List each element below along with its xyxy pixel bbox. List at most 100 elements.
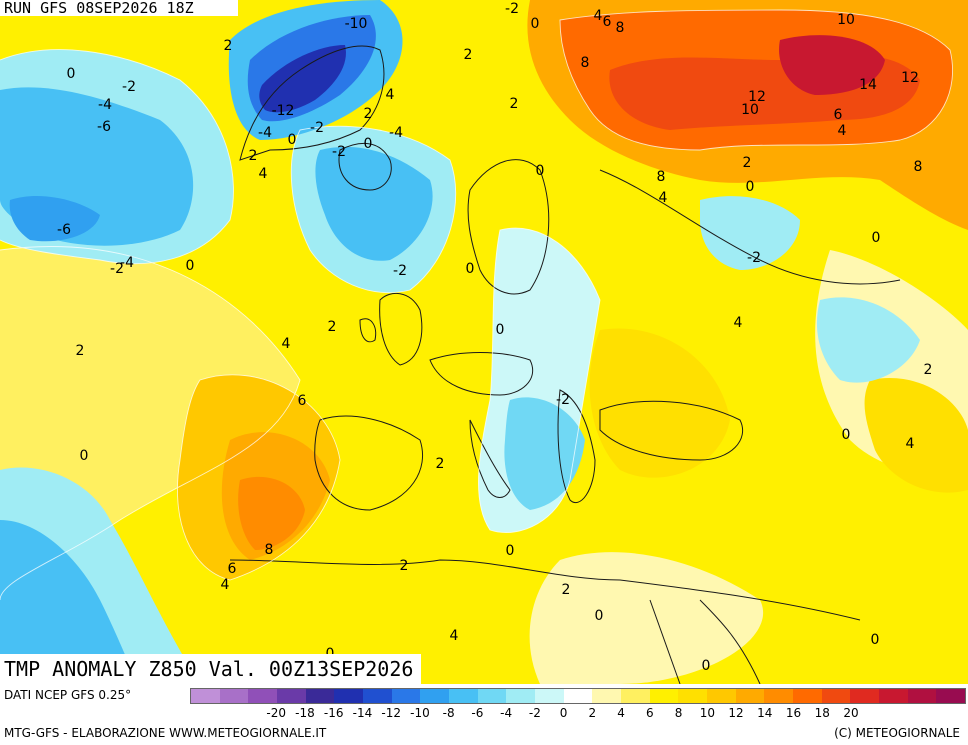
color-swatch <box>592 689 622 703</box>
scale-tick-label: 14 <box>757 706 773 720</box>
contour-label: 0 <box>702 658 711 674</box>
contour-label: 0 <box>466 261 475 277</box>
color-swatch <box>621 689 650 703</box>
color-swatch <box>563 689 593 703</box>
contour-label: 2 <box>76 343 85 359</box>
contour-label: 0 <box>872 230 881 246</box>
contour-label: 2 <box>364 106 373 122</box>
contour-label: 4 <box>838 123 847 139</box>
contour-label: 2 <box>924 362 933 378</box>
credit-label: MTG-GFS - ELABORAZIONE WWW.METEOGIORNALE… <box>4 726 327 740</box>
scale-tick-label: 6 <box>646 706 654 720</box>
contour-label: 10 <box>741 102 759 118</box>
copyright-label: (C) METEOGIORNALE <box>834 726 960 740</box>
contour-label: 2 <box>224 38 233 54</box>
contour-label: 4 <box>282 336 291 352</box>
contour-label: -2 <box>122 79 136 95</box>
color-swatch <box>649 689 679 703</box>
scale-tick-label: 2 <box>588 706 597 720</box>
contour-label: 8 <box>616 20 625 36</box>
color-scale-legend: DATI NCEP GFS 0.25° -20 -18 -16 -14 -12 -10 -8… <box>0 684 968 745</box>
anomaly-area-warm <box>589 328 730 478</box>
contour-label: 2 <box>328 319 337 335</box>
contour-label: 4 <box>386 87 395 103</box>
contour-label: -10 <box>345 16 368 32</box>
anomaly-area-cool <box>700 196 800 270</box>
color-scale-bar <box>190 688 966 704</box>
color-swatch <box>191 689 220 703</box>
scale-tick-label: 20 <box>843 706 859 720</box>
run-label: RUN GFS 08SEP2026 18Z <box>0 0 238 16</box>
color-swatch <box>850 689 880 703</box>
anomaly-area-warm <box>238 476 305 550</box>
scale-tick-label: 12 <box>728 706 744 720</box>
contour-label: 2 <box>562 582 571 598</box>
coastlines <box>229 45 901 684</box>
contour-label: 0 <box>496 322 505 338</box>
contour-label: 4 <box>906 436 915 452</box>
contour-label: 2 <box>464 47 473 63</box>
contour-label: -4 <box>98 97 112 113</box>
color-swatch <box>535 689 564 703</box>
contour-label: -2 <box>747 250 761 266</box>
color-swatch <box>391 689 421 703</box>
anomaly-area-cold <box>9 195 100 242</box>
scale-tick-label: -8 <box>442 706 455 720</box>
scale-tick-label: 8 <box>674 706 683 720</box>
scale-tick-label: 16 <box>785 706 802 720</box>
contour-label: 4 <box>734 315 743 331</box>
contour-label: 6 <box>228 561 237 577</box>
contour-label: 8 <box>657 169 666 185</box>
contour-lines <box>0 9 953 601</box>
contour-label: 0 <box>595 608 604 624</box>
color-swatch <box>506 689 536 703</box>
contour-label: 0 <box>536 163 545 179</box>
contour-label: 0 <box>364 136 373 152</box>
contour-label: 0 <box>506 543 515 559</box>
contour-label: -4 <box>258 125 272 141</box>
color-swatch <box>678 689 708 703</box>
anomaly-area-hot <box>779 35 885 95</box>
contour-label: -2 <box>556 392 570 408</box>
contour-label: -12 <box>272 103 295 119</box>
contour-label: 4 <box>659 190 668 206</box>
scale-tick-label: -14 <box>352 706 373 720</box>
scale-tick-label: -2 <box>528 706 541 720</box>
color-swatch <box>449 689 478 703</box>
color-swatch <box>907 689 937 703</box>
color-swatch <box>420 689 450 703</box>
scale-tick-label: -18 <box>295 706 315 720</box>
scale-tick-label: 4 <box>617 706 625 720</box>
contour-label: 2 <box>400 558 409 574</box>
color-swatch <box>219 689 249 703</box>
scale-tick-label: 10 <box>699 706 715 720</box>
color-scale-ticks: -20 -18 -16 -14 -12 -10 -8 -6 -4 -2 0 2 4 6 8 10 12 14 16 1… <box>190 706 966 724</box>
contour-labels: -10 -2 0 4 6 8 10 2 2 0 -2 -4 -6 -12 -4 … <box>57 1 932 674</box>
color-swatch <box>707 689 736 703</box>
color-swatch <box>879 689 908 703</box>
contour-label: 0 <box>842 427 851 443</box>
data-source-label: DATI NCEP GFS 0.25° <box>4 688 132 702</box>
color-swatch <box>477 689 507 703</box>
color-swatch <box>821 689 851 703</box>
anomaly-area-cold <box>0 520 140 684</box>
color-swatch <box>735 689 765 703</box>
contour-label: -4 <box>120 255 134 271</box>
color-swatch <box>248 689 278 703</box>
contour-label: 14 <box>859 77 877 93</box>
contour-label: -2 <box>332 144 346 160</box>
contour-label: 2 <box>436 456 445 472</box>
contour-label: 6 <box>298 393 307 409</box>
anomaly-area-cold <box>315 146 433 261</box>
anomaly-area-cold <box>504 397 585 510</box>
color-swatch <box>793 689 822 703</box>
contour-label: 6 <box>834 107 843 123</box>
contour-label: 0 <box>186 258 195 274</box>
scale-tick-label: -4 <box>500 706 513 720</box>
temperature-anomaly-map: -10 -2 0 4 6 8 10 2 2 0 -2 -4 -6 -12 -4 … <box>0 0 968 684</box>
contour-label: 4 <box>221 577 230 593</box>
color-swatch <box>363 689 392 703</box>
contour-label: 0 <box>746 179 755 195</box>
contour-label: 0 <box>67 66 76 82</box>
